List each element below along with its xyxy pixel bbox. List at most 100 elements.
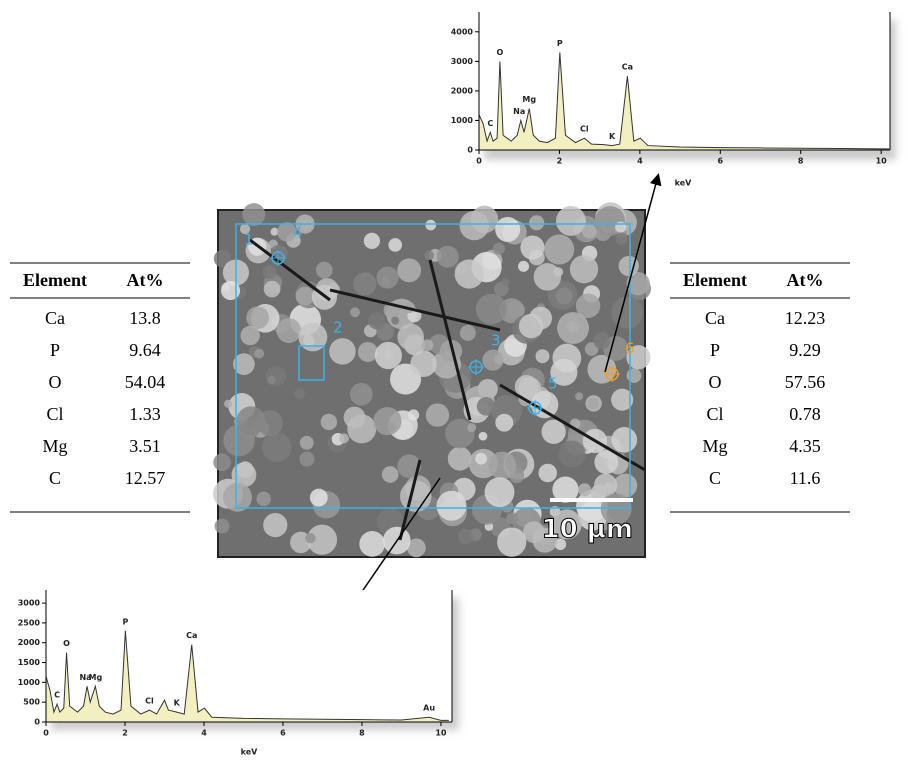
x-axis-label: keV xyxy=(675,179,693,188)
sem-grain xyxy=(299,452,314,467)
table-cell: P xyxy=(710,340,720,360)
table-cell: Mg xyxy=(42,436,67,456)
sem-grain xyxy=(329,338,355,364)
sem-grain xyxy=(556,206,586,236)
table-cell: 9.64 xyxy=(129,340,161,360)
sem-grain xyxy=(611,427,637,453)
peak-label: K xyxy=(609,132,616,141)
table-cell: 12.23 xyxy=(785,308,826,328)
sem-grain xyxy=(582,224,596,238)
table-cell: 0.78 xyxy=(789,404,821,424)
sem-grain xyxy=(536,349,550,363)
table-header: Element xyxy=(23,270,87,290)
sem-grain xyxy=(262,432,291,461)
plot-area xyxy=(46,590,452,722)
sem-grain xyxy=(485,477,515,507)
table-cell: 13.8 xyxy=(129,308,161,328)
sem-grain xyxy=(347,414,376,443)
table-cell: 12.57 xyxy=(125,468,166,488)
sem-grain xyxy=(448,447,472,471)
sem-grain xyxy=(266,366,286,386)
sem-grain xyxy=(236,406,265,435)
spectrum-chart: 0500100015002000250030000246810keVCONaMg… xyxy=(18,590,452,757)
y-tick-label: 1500 xyxy=(18,658,41,667)
sem-grain xyxy=(240,326,259,345)
sem-grain xyxy=(520,235,544,259)
sem-grain xyxy=(373,407,401,435)
sem-grain xyxy=(475,453,487,465)
x-tick-label: 8 xyxy=(359,729,365,738)
sem-grain xyxy=(410,351,436,377)
sem-grain xyxy=(350,383,373,406)
sem-grain xyxy=(460,211,489,240)
peak-label: Cl xyxy=(580,125,589,134)
sem-grain xyxy=(242,203,265,226)
peak-label: Mg xyxy=(522,95,536,104)
sem-grain xyxy=(422,339,434,351)
sem-grain xyxy=(578,483,591,496)
table-cell: C xyxy=(709,468,721,488)
sem-grain xyxy=(476,294,507,325)
x-tick-label: 2 xyxy=(557,157,563,166)
sem-grain xyxy=(263,513,287,537)
x-tick-label: 4 xyxy=(637,157,643,166)
sem-grain xyxy=(445,419,474,448)
x-tick-label: 2 xyxy=(122,729,128,738)
table-header: At% xyxy=(127,270,164,290)
table-cell: Cl xyxy=(46,404,63,424)
table-header: Element xyxy=(683,270,747,290)
y-tick-label: 3000 xyxy=(451,57,474,66)
sem-grain xyxy=(460,325,476,341)
y-tick-label: 4000 xyxy=(451,27,474,36)
sem-grain xyxy=(615,232,627,244)
peak-label: K xyxy=(174,699,181,708)
point-label: 5 xyxy=(548,375,558,393)
table-cell: 1.33 xyxy=(129,404,161,424)
table-cell: C xyxy=(49,468,61,488)
data-table: ElementAt%Ca12.23P9.29O57.56Cl0.78Mg4.35… xyxy=(670,263,850,512)
table-cell: 54.04 xyxy=(125,372,166,392)
x-tick-label: 10 xyxy=(876,157,888,166)
table-cell: 11.6 xyxy=(790,468,821,488)
sem-grain xyxy=(353,272,376,295)
sem-grain xyxy=(339,433,349,443)
sem-grain xyxy=(296,287,315,306)
sem-grain xyxy=(495,414,513,432)
sem-grain xyxy=(224,400,232,408)
point-label: 6 xyxy=(625,340,635,358)
sem-grain xyxy=(544,234,574,264)
sem-grain xyxy=(298,323,327,352)
sem-grain xyxy=(482,350,503,371)
peak-label: C xyxy=(487,119,493,128)
sem-grain xyxy=(215,519,230,534)
table-cell: 57.56 xyxy=(785,372,826,392)
point-label: 2 xyxy=(333,319,343,337)
sem-grain xyxy=(264,281,281,298)
sem-grain xyxy=(350,307,360,317)
peak-label: O xyxy=(63,639,70,648)
sem-grain xyxy=(539,464,557,482)
sem-grain xyxy=(277,318,302,343)
peak-label: C xyxy=(54,691,60,700)
figure: 12345610 µm 010002000300040000246810keVC… xyxy=(0,0,910,763)
sem-grain xyxy=(391,317,399,325)
y-tick-label: 2000 xyxy=(451,86,474,95)
sem-grain xyxy=(559,440,586,467)
sem-grain xyxy=(501,278,509,286)
peak-label: Cl xyxy=(145,697,154,706)
sem-grain xyxy=(263,265,277,279)
sem-grain xyxy=(397,258,421,282)
sem-grain xyxy=(437,491,467,521)
y-tick-label: 500 xyxy=(23,698,40,707)
y-tick-label: 1000 xyxy=(451,116,474,125)
sem-grain xyxy=(611,297,643,329)
x-tick-label: 6 xyxy=(280,729,286,738)
sem-grain xyxy=(587,398,599,410)
x-tick-label: 10 xyxy=(435,729,447,738)
sem-grain xyxy=(382,466,399,483)
table-header: At% xyxy=(787,270,824,290)
x-tick-label: 0 xyxy=(476,157,482,166)
sem-grain xyxy=(495,217,520,242)
sem-grain xyxy=(358,342,378,362)
